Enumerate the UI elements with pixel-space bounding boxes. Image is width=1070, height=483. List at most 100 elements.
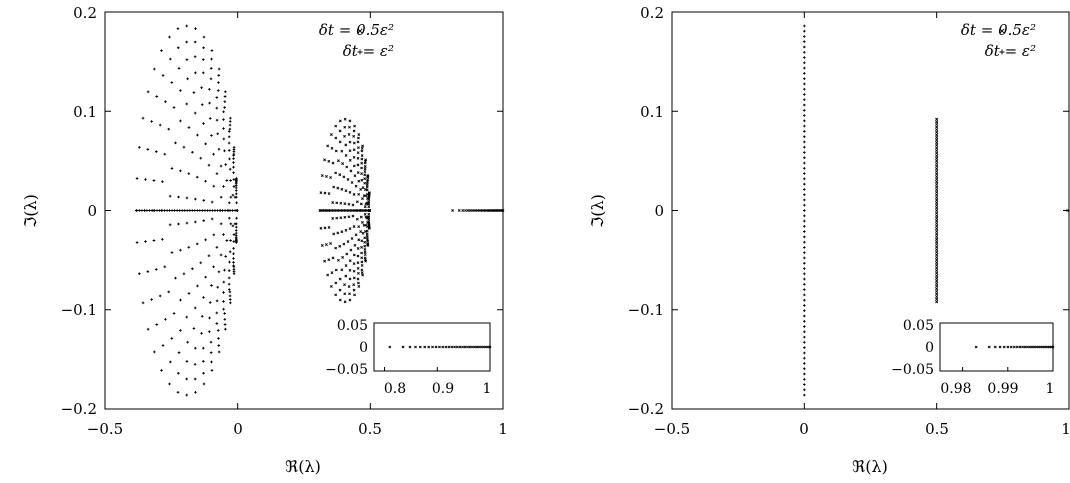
data-point — [193, 363, 197, 366]
data-point — [229, 116, 232, 120]
data-point — [803, 61, 806, 65]
data-point — [176, 46, 180, 50]
data-point — [803, 35, 806, 38]
data-point — [152, 239, 156, 242]
data-point — [363, 250, 367, 254]
data-point — [336, 231, 340, 235]
inset-data-point — [1023, 345, 1027, 349]
data-point — [356, 266, 360, 270]
data-point — [227, 216, 231, 220]
data-point — [360, 245, 363, 249]
data-point — [803, 140, 806, 144]
data-point — [363, 240, 367, 244]
data-point — [227, 141, 231, 145]
data-point — [223, 149, 226, 153]
data-point — [325, 243, 328, 246]
data-point — [223, 312, 226, 315]
data-point — [363, 165, 367, 168]
data-point — [192, 91, 196, 94]
data-point — [227, 276, 231, 280]
inset-data-point — [484, 345, 488, 349]
data-point — [366, 174, 370, 177]
data-point — [135, 177, 139, 180]
data-point — [363, 170, 367, 173]
data-point — [360, 260, 364, 264]
data-point — [345, 165, 349, 169]
right-x-tick-2: 0 — [799, 420, 809, 438]
data-point — [353, 293, 356, 297]
data-point — [803, 362, 806, 365]
data-point — [935, 172, 939, 176]
data-point — [357, 136, 360, 140]
data-point — [203, 209, 207, 212]
data-point — [182, 145, 186, 149]
left-y-tick-3: 0 — [87, 202, 97, 220]
inset-data-point — [974, 345, 978, 349]
data-point — [803, 66, 806, 70]
inset-data-point — [1028, 345, 1032, 349]
data-point — [935, 235, 939, 239]
data-point — [935, 128, 939, 132]
right-y-axis-label: ℑ(λ) — [588, 194, 607, 228]
left-x-axis-label: ℜ(λ) — [285, 457, 321, 476]
data-point — [187, 245, 191, 249]
data-point — [331, 201, 335, 204]
data-point — [331, 161, 335, 165]
data-point — [210, 360, 213, 364]
data-point — [803, 177, 806, 181]
data-point — [334, 281, 338, 285]
data-point — [803, 56, 806, 59]
data-point — [935, 198, 939, 202]
data-point — [180, 209, 184, 212]
right-y-tick-5: 0.2 — [640, 4, 664, 22]
data-point — [158, 209, 161, 212]
data-point — [185, 196, 189, 200]
right-legend-label-1: δt = 0.5ε² — [961, 21, 1036, 39]
left-x-tick-4: 1 — [498, 420, 508, 438]
data-point — [319, 226, 323, 230]
data-point — [185, 393, 189, 397]
data-point — [935, 274, 939, 278]
data-point — [226, 209, 229, 212]
data-point — [338, 277, 342, 281]
data-point — [803, 393, 806, 397]
data-point — [170, 81, 174, 84]
data-point — [177, 195, 180, 199]
data-point — [224, 163, 227, 166]
data-point — [803, 93, 806, 96]
data-point — [803, 283, 806, 286]
data-point — [192, 327, 196, 330]
data-point — [234, 231, 238, 235]
inset-data-point — [447, 345, 451, 349]
data-point — [169, 360, 172, 364]
data-point — [212, 265, 215, 269]
data-point — [235, 241, 238, 244]
data-point — [175, 209, 179, 212]
data-point — [347, 132, 351, 136]
data-point — [323, 191, 327, 195]
data-point — [211, 209, 214, 212]
data-point — [202, 382, 206, 386]
data-point — [363, 173, 367, 177]
data-point — [204, 238, 207, 242]
data-point — [141, 301, 145, 305]
data-point — [935, 216, 939, 220]
data-point — [179, 298, 182, 302]
right-y-tick-2: −0.1 — [628, 301, 664, 319]
data-point — [167, 290, 171, 294]
data-point — [935, 250, 939, 254]
data-point — [356, 163, 360, 167]
data-point — [144, 178, 147, 181]
data-point — [935, 188, 939, 192]
data-point — [143, 209, 146, 212]
data-point — [803, 314, 806, 318]
data-point — [210, 284, 213, 287]
data-point — [935, 268, 939, 273]
data-point — [335, 201, 339, 205]
data-point — [200, 332, 203, 335]
data-point — [155, 150, 158, 153]
data-point — [204, 142, 207, 146]
data-point — [935, 214, 939, 218]
data-point — [367, 212, 371, 216]
left-inset-y-tick-1: 0.05 — [337, 318, 368, 334]
